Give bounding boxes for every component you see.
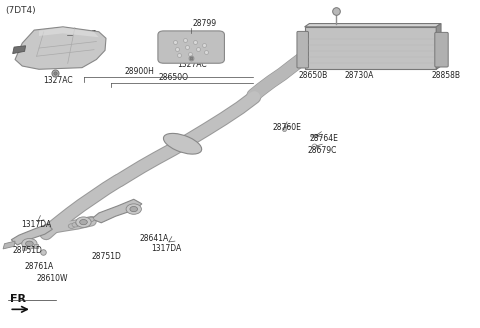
Polygon shape: [92, 199, 142, 223]
Text: 28751D: 28751D: [12, 246, 42, 255]
Text: 28797: 28797: [72, 30, 96, 39]
Circle shape: [126, 204, 142, 214]
Circle shape: [72, 222, 79, 227]
Text: 1327AC: 1327AC: [177, 60, 206, 69]
Circle shape: [76, 221, 83, 226]
Circle shape: [80, 220, 86, 224]
Text: 28764E: 28764E: [310, 134, 338, 143]
Circle shape: [80, 219, 87, 225]
FancyBboxPatch shape: [297, 31, 309, 68]
Text: 28760E: 28760E: [273, 123, 301, 132]
Text: 28730A: 28730A: [344, 71, 374, 80]
Polygon shape: [305, 27, 436, 69]
Ellipse shape: [311, 134, 319, 137]
Polygon shape: [298, 50, 305, 56]
Text: 1317DA: 1317DA: [21, 219, 51, 229]
Text: 28641A: 28641A: [140, 234, 169, 243]
Text: 28900H: 28900H: [124, 67, 154, 76]
Text: FR: FR: [10, 294, 26, 304]
Circle shape: [22, 238, 37, 249]
Polygon shape: [39, 28, 99, 37]
Text: 28751D: 28751D: [92, 252, 121, 260]
Text: 28679C: 28679C: [308, 146, 337, 155]
Text: 28761A: 28761A: [24, 262, 54, 271]
Text: 28610W: 28610W: [36, 274, 68, 283]
Polygon shape: [15, 27, 106, 69]
FancyBboxPatch shape: [158, 31, 225, 63]
Polygon shape: [12, 46, 25, 53]
Circle shape: [87, 217, 94, 222]
Text: 1317DA: 1317DA: [151, 244, 181, 253]
Circle shape: [68, 224, 75, 228]
Ellipse shape: [164, 133, 202, 154]
FancyBboxPatch shape: [435, 32, 448, 67]
Circle shape: [84, 218, 90, 223]
Text: 1327AC: 1327AC: [43, 76, 72, 86]
Circle shape: [25, 241, 33, 246]
Polygon shape: [436, 24, 441, 69]
Text: 28650O: 28650O: [158, 73, 189, 82]
Text: 28858B: 28858B: [432, 71, 460, 80]
Circle shape: [76, 217, 91, 227]
Polygon shape: [305, 24, 441, 27]
Text: 28650B: 28650B: [299, 71, 328, 80]
Circle shape: [130, 206, 138, 212]
Polygon shape: [3, 241, 15, 249]
Text: 28799: 28799: [192, 19, 216, 28]
Text: (7DT4): (7DT4): [5, 6, 36, 14]
Polygon shape: [11, 224, 52, 245]
